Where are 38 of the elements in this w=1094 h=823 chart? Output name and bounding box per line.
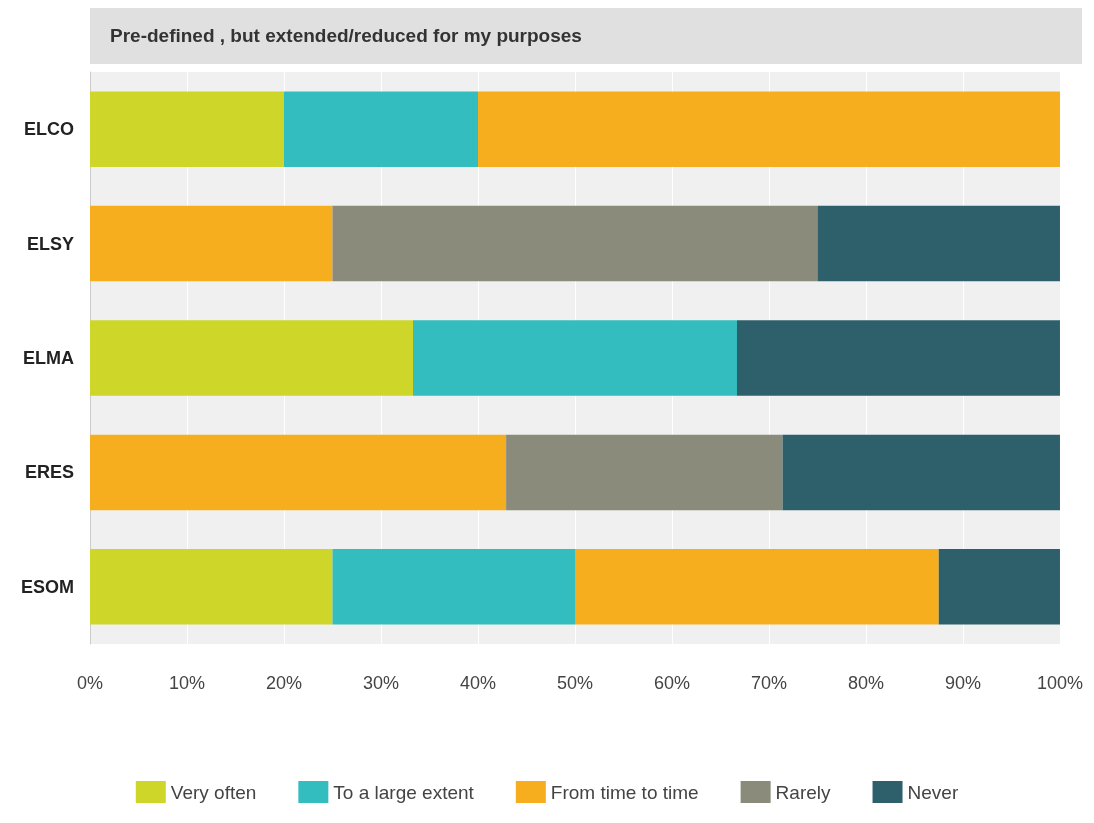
- x-tick-label: 20%: [265, 673, 303, 693]
- bar: [574, 549, 939, 625]
- legend-label: Very often: [170, 781, 257, 803]
- x-tick-label: 80%: [847, 673, 884, 693]
- y-tick-label: ELCO: [23, 119, 74, 140]
- x-tick-label: 90%: [944, 673, 981, 693]
- bar: [736, 320, 1060, 396]
- bar: [332, 549, 575, 625]
- bar: [817, 205, 1060, 282]
- x-tick-label: 70%: [750, 673, 787, 693]
- x-tick-label: 50%: [556, 673, 594, 693]
- bar: [782, 434, 1060, 511]
- bar: [90, 91, 284, 167]
- x-tick-label: 30%: [362, 673, 400, 693]
- bar: [90, 549, 333, 625]
- legend-label: Never: [907, 781, 959, 803]
- bar: [938, 549, 1060, 625]
- x-tick-label: 100%: [1036, 673, 1083, 693]
- x-tick-label: 60%: [653, 673, 690, 693]
- legend-label: Rarely: [775, 781, 832, 803]
- bar: [284, 91, 478, 167]
- bar: [90, 205, 333, 282]
- x-tick-label: 40%: [459, 673, 497, 693]
- y-tick-label: ERES: [24, 462, 74, 483]
- y-tick-label: ELMA: [23, 348, 74, 368]
- x-tick-label: 0%: [76, 673, 104, 693]
- bar: [477, 91, 1060, 167]
- legend-label: To a large extent: [333, 781, 475, 803]
- bar: [506, 434, 783, 511]
- x-tick-label: 10%: [168, 673, 206, 693]
- legend-label: From time to time: [550, 781, 699, 803]
- bar: [332, 205, 818, 282]
- bar: [413, 320, 737, 396]
- chart-title: Pre-defined , but extended/reduced for my purposes: [90, 8, 1082, 64]
- bar: [90, 320, 413, 396]
- bar: [90, 434, 507, 511]
- y-tick-label: ESOM: [20, 576, 74, 597]
- y-tick-label: ELSY: [26, 233, 74, 254]
